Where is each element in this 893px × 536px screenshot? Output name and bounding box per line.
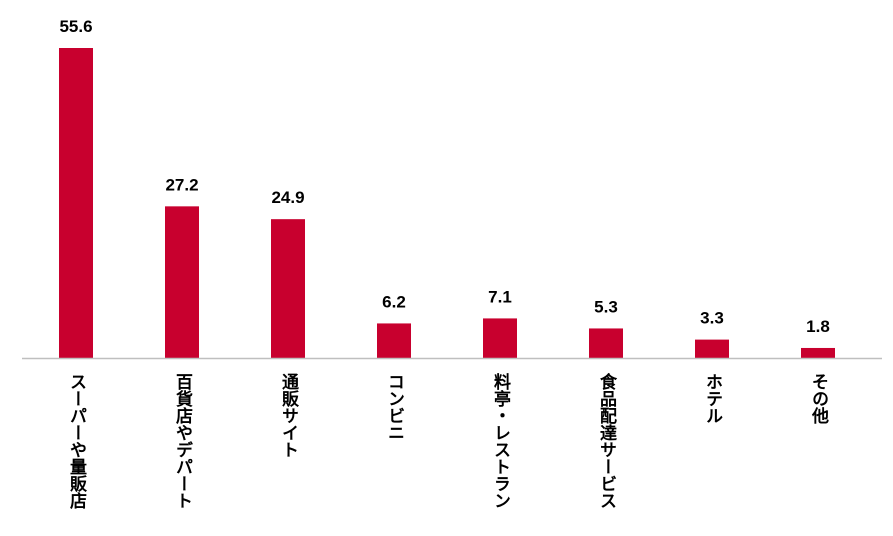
value-label-8: 1.8 (806, 317, 830, 336)
category-label-3: 通販サイト (278, 373, 299, 458)
value-label-3: 24.9 (271, 188, 304, 207)
value-label-7: 3.3 (700, 309, 724, 328)
value-label-5: 7.1 (488, 287, 512, 306)
value-label-1: 55.6 (59, 17, 92, 36)
value-label-2: 27.2 (165, 175, 198, 194)
category-label-4: コンビニ (384, 373, 404, 441)
category-label-5: 料亭・レストラン (490, 372, 511, 509)
category-label-2: 百貨店やデパート (172, 373, 193, 509)
bars-group (59, 48, 835, 358)
category-label-8: その他 (808, 373, 830, 424)
category-label-1: スーパーや量販店 (66, 373, 87, 510)
bar-8 (801, 347, 835, 358)
category-labels-group: スーパーや量販店 百貨店やデパート 通販サイト コンビニ 料亭・レストラン 食品配達サービ… (66, 372, 830, 510)
value-labels-group: 55.6 27.2 24.9 6.2 7.1 5.3 3.3 1.8 (59, 17, 829, 336)
value-label-6: 5.3 (594, 297, 618, 316)
bar-4 (377, 323, 411, 358)
bar-3 (271, 219, 305, 358)
value-label-4: 6.2 (382, 292, 406, 311)
category-label-6: 食品配達サービス (596, 372, 617, 509)
bar-7 (695, 339, 729, 358)
bar-1 (59, 48, 93, 358)
bar-5 (483, 318, 517, 358)
bar-6 (589, 328, 623, 358)
bar-2 (165, 206, 199, 358)
category-label-7: ホテル (702, 373, 723, 424)
